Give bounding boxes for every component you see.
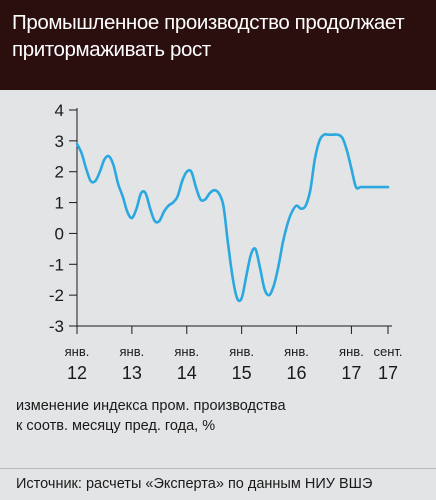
series-lines bbox=[75, 132, 390, 303]
x-axis: янв. 12 янв. 13 янв. 14 янв. 15 янв. 16 янв. 17 сент… bbox=[65, 325, 403, 383]
y-tick-label: 2 bbox=[55, 163, 64, 182]
x-tick-label-year: 13 bbox=[122, 363, 142, 383]
x-tick-label-year: 12 bbox=[67, 363, 87, 383]
x-tick-label-year: 14 bbox=[177, 363, 197, 383]
y-axis: 4 3 2 1 0 -1 -2 -3 bbox=[49, 101, 78, 336]
x-tick-label-month: сент. bbox=[373, 344, 402, 359]
title-bar bbox=[0, 0, 436, 90]
x-tick-label-month: янв. bbox=[339, 344, 364, 359]
y-tick-label: 1 bbox=[55, 194, 64, 213]
y-tick-label: -2 bbox=[49, 286, 64, 305]
x-tick-label-month: янв. bbox=[120, 344, 145, 359]
y-tick-label: -1 bbox=[49, 255, 64, 274]
y-tick-label: -3 bbox=[49, 317, 64, 336]
x-tick-label-month: янв. bbox=[174, 344, 199, 359]
caption-line-2: к соотв. месяцу пред. года, % bbox=[16, 418, 216, 434]
caption-line-1: изменение индекса пром. производства bbox=[16, 398, 286, 414]
x-tick-label-year: 15 bbox=[232, 363, 252, 383]
x-tick-label-month: янв. bbox=[284, 344, 309, 359]
y-tick-label: 4 bbox=[55, 101, 64, 120]
y-tick-label: 0 bbox=[55, 224, 64, 243]
source-note: Источник: расчеты «Эксперта» по данным Н… bbox=[16, 476, 373, 492]
x-tick-label-month: янв. bbox=[229, 344, 254, 359]
chart-caption: изменение индекса пром. производства к с… bbox=[16, 396, 426, 436]
y-tick-label: 3 bbox=[55, 132, 64, 151]
chart-title: Промышленное производство продолжает при… bbox=[12, 11, 405, 61]
x-tick-label-year: 17 bbox=[378, 363, 398, 383]
x-tick-label-year: 16 bbox=[287, 363, 307, 383]
source-divider bbox=[0, 468, 436, 469]
series-line-0 bbox=[75, 132, 390, 303]
x-tick-label-year: 17 bbox=[341, 363, 361, 383]
x-tick-label-month: янв. bbox=[65, 344, 90, 359]
